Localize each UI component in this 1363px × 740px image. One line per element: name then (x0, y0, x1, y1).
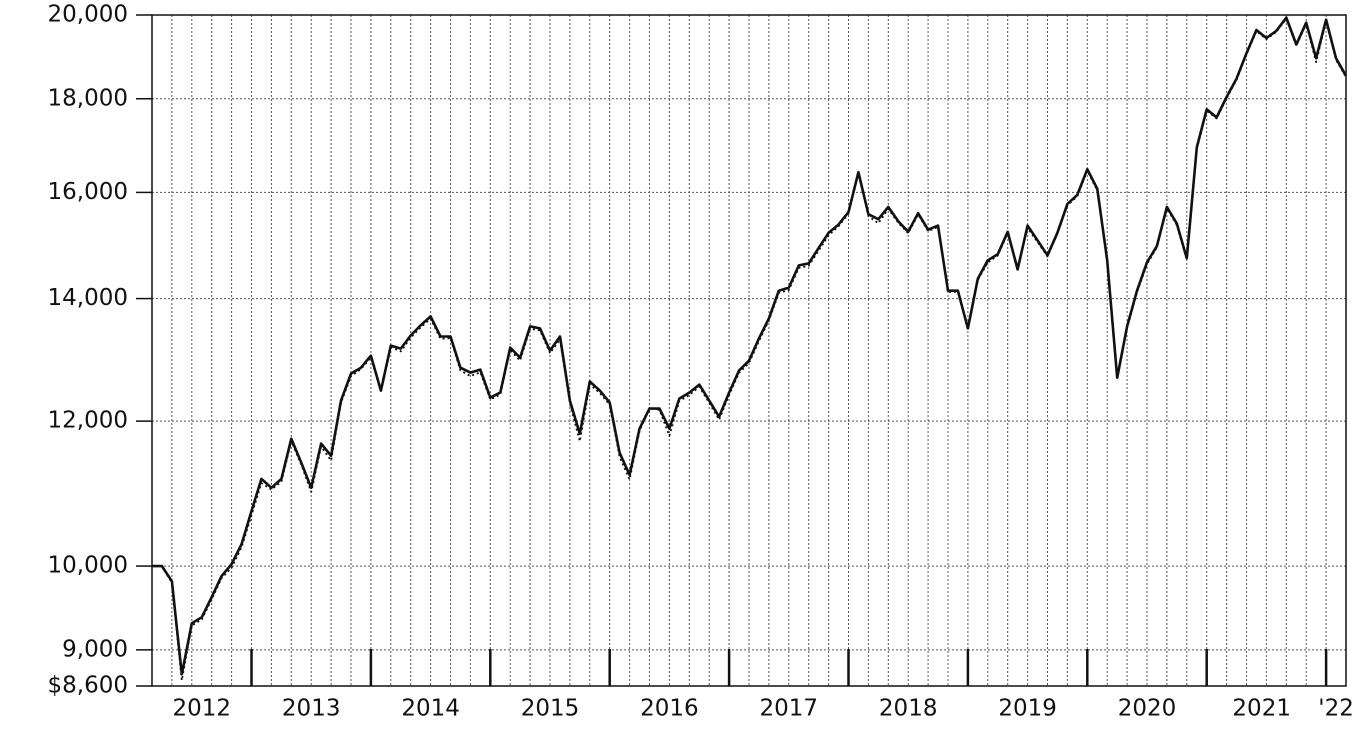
x-tick-label: 2020 (1118, 696, 1177, 722)
x-tick-label: 2019 (998, 696, 1057, 722)
x-tick-label: 2014 (401, 696, 460, 722)
y-tick-label: 9,000 (62, 636, 128, 662)
series-line (152, 18, 1347, 682)
x-tick-label: 2013 (282, 696, 341, 722)
y-tick-label: 20,000 (48, 2, 128, 28)
y-tick-label: 10,000 (48, 553, 128, 579)
plot-frame (151, 14, 1347, 687)
series-line (152, 16, 1348, 676)
x-tick-label: 2012 (172, 696, 231, 722)
y-tick-label: $8,600 (48, 673, 128, 699)
x-tick-label: 2016 (640, 696, 699, 722)
y-tick-label: 12,000 (48, 408, 128, 434)
x-tick-label: 2015 (521, 696, 580, 722)
x-tick-label: 2018 (879, 696, 938, 722)
y-tick-label: 16,000 (48, 179, 128, 205)
x-tick-label: 2017 (760, 696, 819, 722)
x-tick-label: '22 (1318, 696, 1354, 722)
y-tick-label: 18,000 (48, 85, 128, 111)
x-tick-label: 2021 (1232, 696, 1291, 722)
y-tick-label: 14,000 (48, 285, 128, 311)
